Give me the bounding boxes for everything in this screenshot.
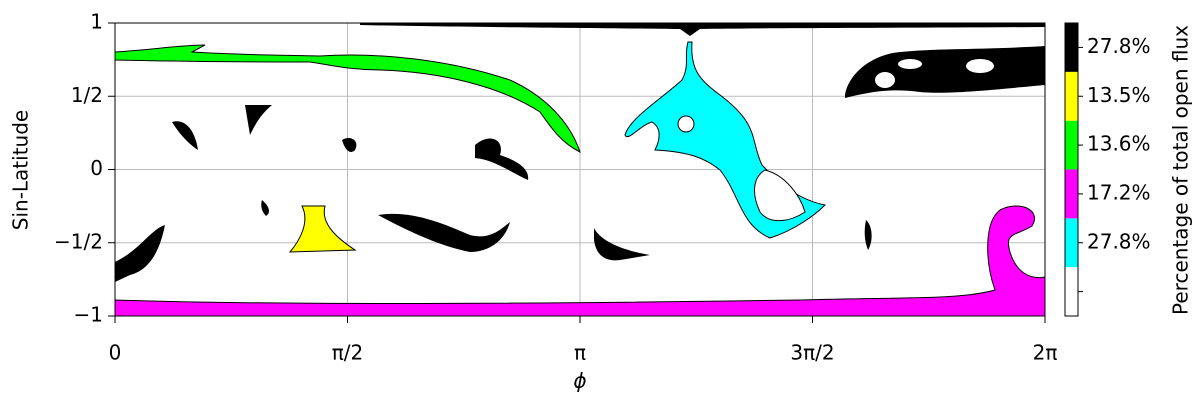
x-tick-label: 0 [109,341,122,365]
region [114,205,1046,317]
colorbar-segment [1065,71,1078,121]
region [342,138,357,152]
region [594,228,650,261]
x-tick-label: π/2 [332,341,364,365]
region [864,220,872,250]
region-hole [677,115,695,133]
flux-regions [114,23,1046,317]
region [115,225,165,282]
colorbar-label: 13.6% [1087,132,1151,156]
x-tick-label: 2π [1033,341,1058,365]
axes: 0 π/2 π 3π/2 2π −1 −1/2 0 1/2 1 [54,10,1057,365]
region [288,205,357,253]
region [172,121,198,150]
colorbar-segment [1065,169,1078,219]
region-hole [875,72,895,88]
colorbar: 27.8% 17.2% 13.6% 13.5% 27.8% [1064,22,1151,317]
y-tick-label: 1 [90,10,103,34]
x-axis-label: ϕ [573,369,586,393]
y-tick-label: 1/2 [71,83,103,107]
region [475,138,529,180]
x-tick-label: π [574,341,586,365]
region [261,200,269,216]
y-tick-label: 0 [90,156,103,180]
region-hole [754,169,806,222]
x-tick-label: 3π/2 [790,341,834,365]
region [360,23,1045,36]
region-hole [966,59,994,73]
colorbar-label: 13.5% [1087,83,1151,107]
colorbar-label: Percentage of total open flux [1169,25,1193,315]
region [845,46,1045,98]
region-hole [898,59,922,69]
y-axis-label: Sin-Latitude [9,110,33,230]
colorbar-label: 27.8% [1087,34,1151,58]
colorbar-segment [1065,218,1078,268]
y-tick-label: −1 [74,303,103,327]
region [378,213,510,252]
colorbar-segment [1065,23,1078,72]
colorbar-segment [1065,267,1078,316]
colorbar-segment [1065,120,1078,170]
region [114,44,581,153]
region [245,105,272,135]
colorbar-label: 27.8% [1087,229,1151,253]
colorbar-frame [1064,22,1079,317]
y-tick-label: −1/2 [54,229,103,253]
colorbar-label: 17.2% [1087,180,1151,204]
